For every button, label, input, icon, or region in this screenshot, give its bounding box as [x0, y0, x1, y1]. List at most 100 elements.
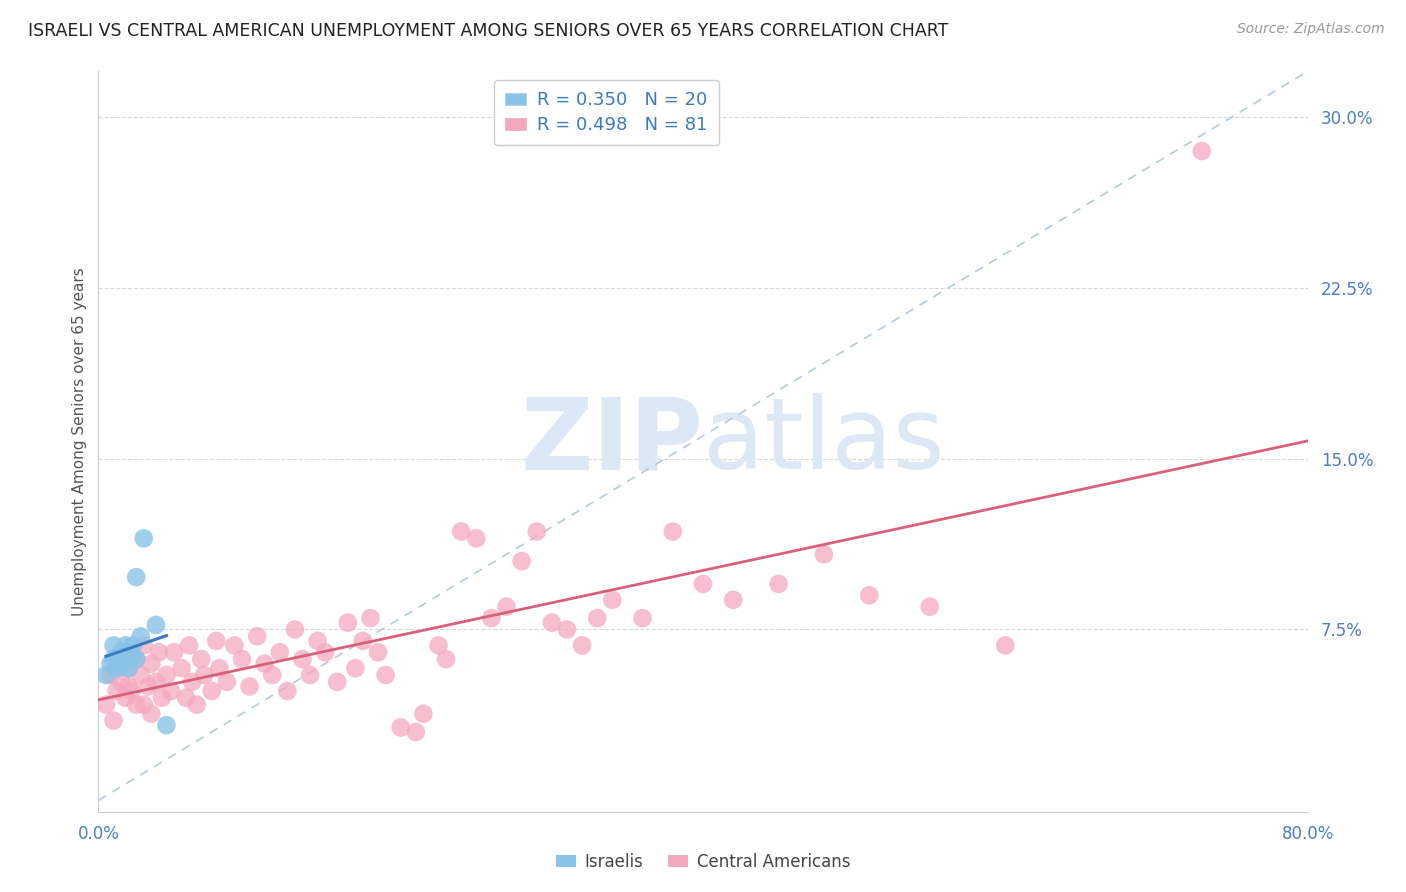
Point: [336, 615, 359, 630]
Point: [160, 684, 183, 698]
Point: [813, 547, 835, 561]
Point: [186, 698, 208, 712]
Point: [103, 714, 125, 728]
Text: atlas: atlas: [703, 393, 945, 490]
Point: [291, 652, 314, 666]
Point: [692, 577, 714, 591]
Point: [344, 661, 367, 675]
Point: [495, 599, 517, 614]
Point: [174, 690, 197, 705]
Point: [132, 698, 155, 712]
Point: [105, 684, 128, 698]
Point: [193, 668, 215, 682]
Point: [155, 668, 177, 682]
Point: [125, 698, 148, 712]
Point: [307, 633, 329, 648]
Point: [118, 680, 141, 694]
Point: [121, 649, 143, 664]
Point: [103, 652, 125, 666]
Point: [121, 684, 143, 698]
Point: [360, 611, 382, 625]
Text: ISRAELI VS CENTRAL AMERICAN UNEMPLOYMENT AMONG SENIORS OVER 65 YEARS CORRELATION: ISRAELI VS CENTRAL AMERICAN UNEMPLOYMENT…: [28, 22, 949, 40]
Point: [427, 639, 450, 653]
Point: [100, 657, 122, 671]
Point: [110, 674, 132, 689]
Point: [170, 661, 193, 675]
Point: [125, 652, 148, 666]
Point: [858, 588, 880, 602]
Point: [602, 592, 624, 607]
Point: [125, 652, 148, 666]
Point: [540, 615, 562, 630]
Point: [450, 524, 472, 539]
Point: [201, 684, 224, 698]
Point: [510, 554, 533, 568]
Point: [129, 668, 152, 682]
Point: [145, 674, 167, 689]
Point: [276, 684, 298, 698]
Point: [118, 645, 141, 659]
Point: [150, 690, 173, 705]
Point: [253, 657, 276, 671]
Point: [526, 524, 548, 539]
Point: [112, 652, 135, 666]
Point: [181, 674, 204, 689]
Point: [118, 661, 141, 675]
Point: [994, 639, 1017, 653]
Point: [110, 657, 132, 671]
Point: [132, 532, 155, 546]
Point: [141, 657, 163, 671]
Point: [110, 657, 132, 671]
Point: [571, 639, 593, 653]
Point: [114, 690, 136, 705]
Point: [118, 661, 141, 675]
Point: [284, 623, 307, 637]
Point: [1191, 144, 1213, 158]
Point: [239, 680, 262, 694]
Point: [434, 652, 457, 666]
Point: [103, 639, 125, 653]
Point: [481, 611, 503, 625]
Text: ZIP: ZIP: [520, 393, 703, 490]
Legend: Israelis, Central Americans: Israelis, Central Americans: [550, 847, 856, 878]
Point: [94, 698, 117, 712]
Point: [918, 599, 941, 614]
Text: Source: ZipAtlas.com: Source: ZipAtlas.com: [1237, 22, 1385, 37]
Point: [224, 639, 246, 653]
Point: [405, 725, 427, 739]
Point: [352, 633, 374, 648]
Point: [246, 629, 269, 643]
Point: [148, 645, 170, 659]
Point: [94, 668, 117, 682]
Point: [132, 639, 155, 653]
Point: [215, 674, 238, 689]
Point: [465, 532, 488, 546]
Point: [205, 633, 228, 648]
Point: [155, 718, 177, 732]
Point: [367, 645, 389, 659]
Point: [269, 645, 291, 659]
Point: [208, 661, 231, 675]
Point: [314, 645, 336, 659]
Point: [177, 639, 201, 653]
Point: [163, 645, 186, 659]
Point: [125, 570, 148, 584]
Point: [661, 524, 683, 539]
Point: [136, 680, 159, 694]
Point: [768, 577, 790, 591]
Point: [110, 645, 132, 659]
Point: [114, 639, 136, 653]
Y-axis label: Unemployment Among Seniors over 65 years: Unemployment Among Seniors over 65 years: [72, 268, 87, 615]
Point: [374, 668, 396, 682]
Point: [631, 611, 654, 625]
Point: [299, 668, 322, 682]
Point: [122, 639, 145, 653]
Point: [326, 674, 349, 689]
Point: [389, 721, 412, 735]
Point: [105, 661, 128, 675]
Point: [412, 706, 434, 721]
Point: [231, 652, 253, 666]
Point: [100, 668, 122, 682]
Point: [721, 592, 744, 607]
Point: [586, 611, 609, 625]
